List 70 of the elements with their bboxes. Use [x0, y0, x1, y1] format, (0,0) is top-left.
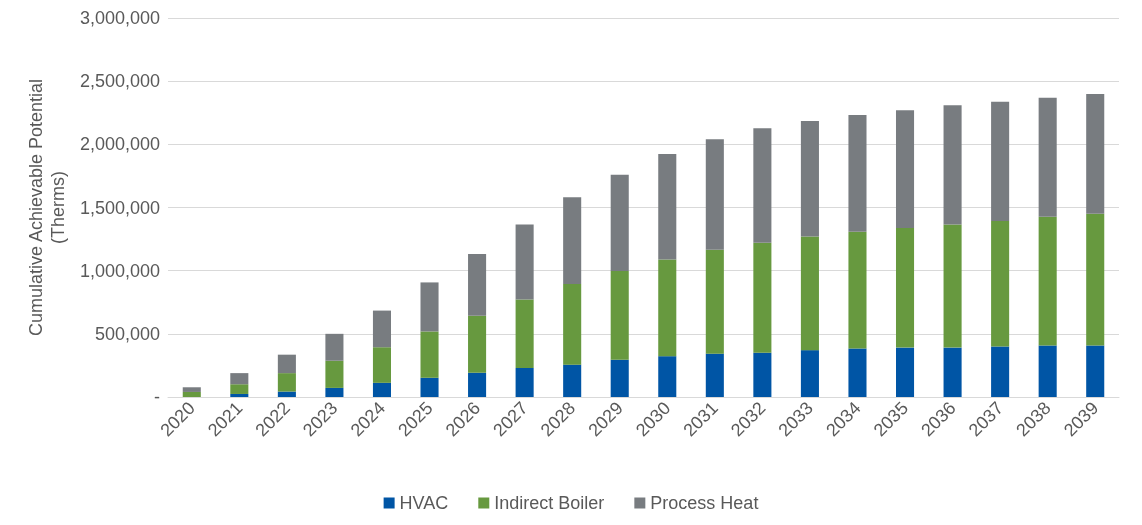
bar: [943, 347, 962, 397]
bar: [705, 139, 724, 250]
bar: [1086, 213, 1105, 346]
bar: [182, 387, 201, 392]
bar: [563, 283, 582, 365]
bar: [277, 373, 296, 392]
bar: [705, 249, 724, 354]
y-tick-label: 2,500,000: [79, 71, 160, 92]
y-tick-label: -: [154, 387, 160, 407]
bar: [468, 372, 487, 397]
bar: [372, 347, 392, 383]
bar: [468, 254, 487, 316]
bar: [420, 331, 439, 378]
bar: [1086, 94, 1105, 214]
bar: [230, 373, 249, 385]
bar: [658, 259, 677, 357]
legend-label: Process Heat: [650, 493, 759, 513]
bar: [800, 120, 819, 237]
bar: [230, 393, 249, 397]
bar: [1038, 216, 1057, 346]
bar: [610, 270, 629, 360]
bar: [610, 359, 629, 397]
bar: [1038, 345, 1057, 397]
bar: [753, 242, 772, 353]
bar: [563, 364, 582, 397]
y-tick-label: 1,500,000: [79, 197, 160, 218]
bar: [325, 333, 344, 361]
bar: [895, 110, 915, 228]
bar: [515, 224, 534, 300]
y-tick-label: 2,000,000: [79, 134, 160, 155]
bar: [420, 282, 439, 332]
bar: [895, 347, 915, 397]
bar: [230, 384, 249, 394]
bar: [658, 356, 677, 397]
bar: [753, 128, 772, 243]
bar: [800, 350, 819, 397]
bar: [991, 220, 1010, 347]
bar: [515, 299, 534, 369]
bar: [658, 153, 677, 260]
bar: [372, 310, 392, 348]
bar: [848, 114, 867, 232]
bar: [848, 348, 867, 397]
bar: [991, 346, 1010, 397]
bar: [372, 382, 392, 397]
bar: [515, 368, 534, 397]
bar: [753, 352, 772, 397]
bar: [182, 391, 201, 397]
y-tick-label: 500,000: [94, 323, 160, 344]
y-axis-title: Cumulative Achievable Potential (Therms): [26, 78, 69, 337]
bar: [1038, 97, 1057, 217]
bar: [1086, 345, 1105, 397]
y-tick-label: 3,000,000: [79, 8, 160, 28]
bar: [848, 231, 867, 349]
bar: [325, 387, 344, 397]
bar: [325, 360, 344, 388]
bar: [705, 353, 724, 397]
bar: [610, 174, 629, 271]
bar: [800, 236, 819, 351]
legend-label: Indirect Boiler: [494, 493, 605, 513]
bar: [468, 315, 487, 373]
bar: [895, 227, 915, 348]
bar: [991, 101, 1010, 221]
bar: [277, 354, 296, 374]
bar: [943, 105, 962, 225]
legend-label: HVAC: [399, 493, 449, 513]
bar: [563, 197, 582, 284]
bar: [277, 391, 296, 397]
bar: [943, 224, 962, 348]
y-tick-label: 1,000,000: [79, 260, 160, 281]
bar: [420, 377, 439, 397]
